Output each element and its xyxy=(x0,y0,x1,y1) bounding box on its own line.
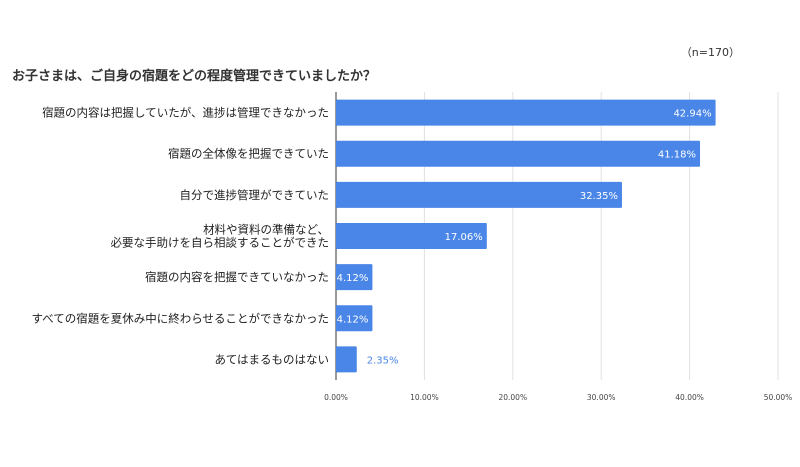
sample-size-note: （n=170） xyxy=(681,46,740,59)
bar xyxy=(336,264,373,291)
data-label: 2.35% xyxy=(367,355,399,366)
category-label: 材料や資料の準備など、 xyxy=(203,223,329,237)
category-label: あてはまるものはない xyxy=(214,352,329,366)
chart-title: お子さまは、ご自身の宿題をどの程度管理できていましたか？ xyxy=(12,68,376,84)
data-label: 17.06% xyxy=(445,232,483,243)
x-tick-label: 50.00% xyxy=(764,393,793,402)
category-label: 必要な手助けを自ら相談することができた xyxy=(111,236,330,250)
data-label: 41.18% xyxy=(658,150,696,161)
bar xyxy=(336,223,487,249)
x-tick-label: 20.00% xyxy=(498,393,527,402)
bar xyxy=(336,346,357,373)
bar xyxy=(336,140,701,167)
bar xyxy=(336,305,373,332)
category-label: すべての宿題を夏休み中に終わらせることができなかった xyxy=(31,311,329,325)
x-tick-label: 10.00% xyxy=(410,393,439,402)
data-label: 42.94% xyxy=(673,109,711,120)
data-label: 4.12% xyxy=(337,314,369,325)
data-label: 32.35% xyxy=(580,191,618,202)
category-label: 自分で進捗管理ができていた xyxy=(180,188,330,202)
x-tick-label: 40.00% xyxy=(675,393,704,402)
bar xyxy=(336,181,622,208)
x-tick-label: 0.00% xyxy=(324,393,348,402)
bar xyxy=(336,99,716,126)
category-label: 宿題の全体像を把握できていた xyxy=(168,147,329,161)
category-label: 宿題の内容を把握できていなかった xyxy=(145,270,329,284)
x-tick-label: 30.00% xyxy=(587,393,616,402)
data-label: 4.12% xyxy=(337,273,369,284)
category-label: 宿題の内容は把握していたが、進捗は管理できなかった xyxy=(42,106,329,120)
